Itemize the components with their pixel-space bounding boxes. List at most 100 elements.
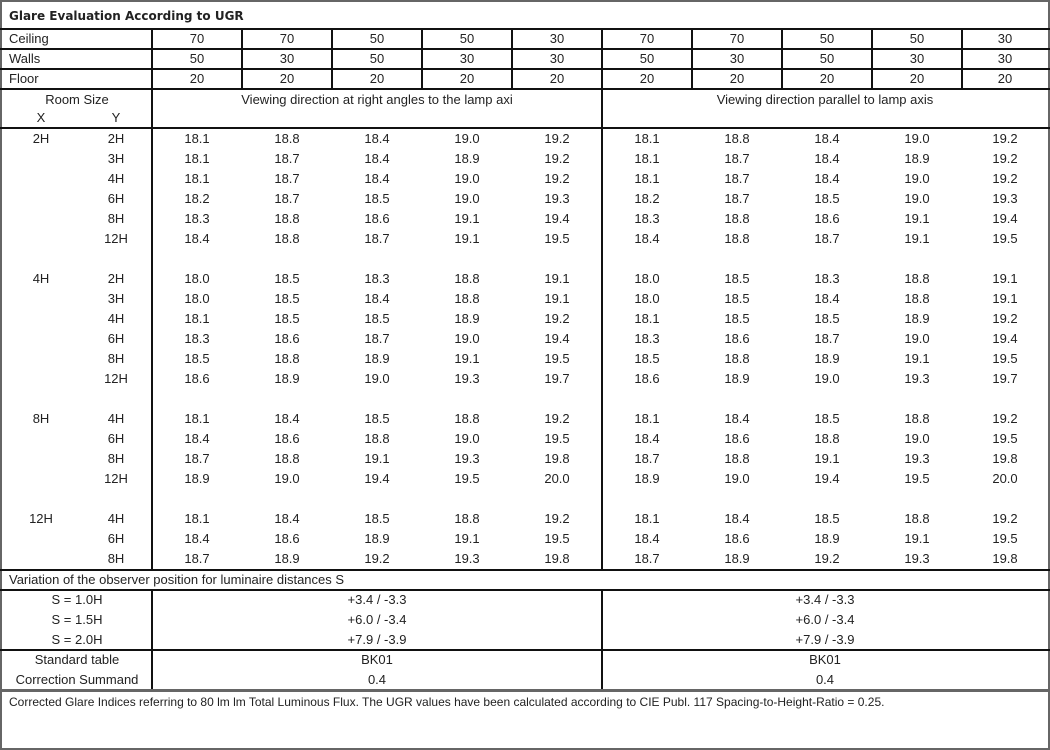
ugr-value: 19.2 <box>544 411 570 426</box>
variation-value: +7.9 / -3.9 <box>347 632 407 647</box>
reflectance-value: 50 <box>459 31 475 46</box>
divider <box>0 0 2 750</box>
reflectance-value: 20 <box>189 71 205 86</box>
room-y: 4H <box>107 411 125 426</box>
divider <box>241 28 243 48</box>
footer-note: Corrected Glare Indices referring to 80 … <box>9 695 885 709</box>
ugr-value: 18.4 <box>724 411 750 426</box>
room-y: 3H <box>107 151 125 166</box>
room-y: 8H <box>107 351 125 366</box>
x-header: X <box>36 110 46 125</box>
ugr-value: 19.1 <box>992 271 1018 286</box>
ugr-value: 18.9 <box>904 311 930 326</box>
divider <box>781 28 783 48</box>
ugr-value: 18.4 <box>184 531 210 546</box>
ugr-value: 18.9 <box>364 351 390 366</box>
ugr-value: 19.1 <box>454 351 480 366</box>
ugr-value: 18.1 <box>184 151 210 166</box>
ugr-value: 18.5 <box>724 291 750 306</box>
ugr-value: 19.4 <box>992 211 1018 226</box>
reflectance-value: 20 <box>369 71 385 86</box>
ugr-value: 19.4 <box>544 331 570 346</box>
reflectance-value: 50 <box>639 51 655 66</box>
standard-value: 0.4 <box>367 672 387 687</box>
ugr-value: 19.1 <box>544 271 570 286</box>
ugr-value: 18.4 <box>274 511 300 526</box>
ugr-value: 19.4 <box>364 471 390 486</box>
divider <box>601 28 603 48</box>
divider <box>331 28 333 48</box>
ugr-value: 18.6 <box>274 531 300 546</box>
room-y: 4H <box>107 311 125 326</box>
ugr-value: 18.7 <box>814 331 840 346</box>
standard-label: Correction Summand <box>15 672 139 687</box>
reflectance-value: 50 <box>369 31 385 46</box>
ugr-value: 19.2 <box>544 311 570 326</box>
ugr-value: 19.1 <box>904 211 930 226</box>
ugr-value: 18.5 <box>814 411 840 426</box>
ugr-value: 18.5 <box>724 311 750 326</box>
divider <box>151 68 153 88</box>
room-y: 4H <box>107 511 125 526</box>
ugr-value: 18.6 <box>814 211 840 226</box>
ugr-value: 18.1 <box>634 511 660 526</box>
ugr-value: 18.4 <box>814 151 840 166</box>
divider <box>511 28 513 48</box>
ugr-value: 18.9 <box>454 311 480 326</box>
reflectance-value: 30 <box>549 51 565 66</box>
ugr-value: 19.4 <box>992 331 1018 346</box>
ugr-value: 18.8 <box>454 511 480 526</box>
ugr-value: 18.4 <box>364 151 390 166</box>
spacing-label: S = 2.0H <box>51 632 103 647</box>
ugr-value: 18.8 <box>364 431 390 446</box>
standard-value: BK01 <box>361 652 393 667</box>
divider <box>691 48 693 68</box>
ugr-value: 18.5 <box>634 351 660 366</box>
ugr-value: 19.2 <box>992 131 1018 146</box>
ugr-value: 19.5 <box>454 471 480 486</box>
ugr-value: 19.5 <box>544 531 570 546</box>
room-y: 8H <box>107 211 125 226</box>
standard-label: Standard table <box>34 652 120 667</box>
ugr-value: 19.0 <box>274 471 300 486</box>
divider <box>0 28 1050 30</box>
ugr-value: 19.0 <box>454 191 480 206</box>
ugr-value: 18.3 <box>814 271 840 286</box>
ugr-value: 19.3 <box>992 191 1018 206</box>
ugr-value: 18.4 <box>634 531 660 546</box>
ugr-value: 18.9 <box>184 471 210 486</box>
ugr-value: 19.5 <box>544 431 570 446</box>
spacing-label: S = 1.0H <box>51 592 103 607</box>
ugr-value: 18.5 <box>814 311 840 326</box>
ugr-value: 18.7 <box>274 171 300 186</box>
ugr-value: 18.7 <box>184 451 210 466</box>
ugr-value: 19.8 <box>544 551 570 566</box>
ugr-value: 18.5 <box>364 191 390 206</box>
ugr-value: 18.3 <box>364 271 390 286</box>
divider <box>151 88 153 569</box>
ugr-value: 18.7 <box>274 191 300 206</box>
ugr-value: 18.7 <box>364 331 390 346</box>
ugr-value: 18.7 <box>274 151 300 166</box>
ugr-value: 18.4 <box>184 231 210 246</box>
ugr-value: 18.3 <box>634 331 660 346</box>
ugr-value: 18.5 <box>274 311 300 326</box>
reflectance-value: 30 <box>997 31 1013 46</box>
ugr-value: 18.8 <box>724 211 750 226</box>
reflectance-value: 20 <box>909 71 925 86</box>
ugr-value: 18.8 <box>274 451 300 466</box>
reflectance-value: 30 <box>549 31 565 46</box>
room-y: 6H <box>107 431 125 446</box>
ugr-value: 18.3 <box>634 211 660 226</box>
ugr-value: 18.0 <box>184 291 210 306</box>
reflectance-value: 50 <box>189 51 205 66</box>
divider <box>241 68 243 88</box>
ugr-value: 18.1 <box>634 171 660 186</box>
ugr-value: 18.0 <box>634 291 660 306</box>
ugr-value: 18.2 <box>184 191 210 206</box>
ugr-value: 18.5 <box>814 191 840 206</box>
ugr-value: 19.1 <box>904 231 930 246</box>
reflectance-value: 20 <box>819 71 835 86</box>
ugr-value: 19.2 <box>544 151 570 166</box>
ugr-value: 19.3 <box>544 191 570 206</box>
